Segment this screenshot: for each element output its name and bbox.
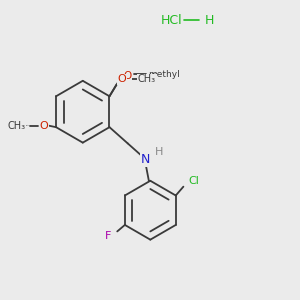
Text: methoxy: methoxy bbox=[26, 124, 32, 126]
Text: methoxy: methoxy bbox=[150, 73, 157, 74]
Text: O: O bbox=[39, 121, 48, 131]
Text: methyl: methyl bbox=[148, 78, 153, 79]
Text: methyl: methyl bbox=[152, 73, 156, 74]
Text: HCl: HCl bbox=[161, 14, 183, 27]
Text: F: F bbox=[104, 231, 111, 241]
Text: methoxy: methoxy bbox=[16, 124, 22, 126]
Text: CH₃: CH₃ bbox=[138, 74, 156, 84]
Text: N: N bbox=[141, 153, 151, 166]
Text: H: H bbox=[155, 147, 163, 157]
Text: O: O bbox=[117, 74, 126, 84]
Text: methyl: methyl bbox=[148, 70, 180, 79]
Text: CH₃: CH₃ bbox=[8, 121, 26, 131]
Text: Cl: Cl bbox=[188, 176, 199, 186]
Text: H: H bbox=[205, 14, 214, 27]
Text: O: O bbox=[123, 71, 131, 81]
